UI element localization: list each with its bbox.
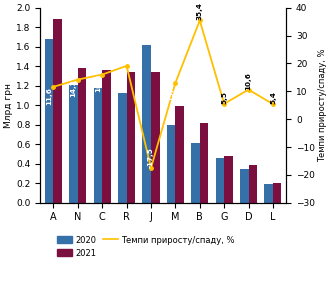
Bar <box>215 158 224 203</box>
Text: 5,4: 5,4 <box>270 91 276 104</box>
Text: 35,4: 35,4 <box>197 3 203 20</box>
Text: 5,5: 5,5 <box>221 91 227 104</box>
Темпи приросту/спаду, % <box>247 88 251 92</box>
Темпи приросту/спаду, % <box>100 73 104 76</box>
Bar <box>118 92 127 203</box>
Темпи приросту/спаду, % <box>173 81 177 85</box>
Text: 10,6: 10,6 <box>246 72 252 90</box>
Bar <box>45 39 53 203</box>
Text: 11,6: 11,6 <box>46 87 52 105</box>
Темпи приросту/спаду, % <box>198 19 202 22</box>
Темпи приросту/спаду, % <box>271 102 275 106</box>
Темпи приросту/спаду, % <box>125 64 129 68</box>
Bar <box>191 143 200 203</box>
Bar <box>151 72 160 203</box>
Y-axis label: Темпи приросту/спаду, %: Темпи приросту/спаду, % <box>318 48 327 162</box>
Bar <box>102 70 111 203</box>
Bar <box>264 184 273 203</box>
Bar <box>94 88 102 203</box>
Y-axis label: Млрд грн: Млрд грн <box>4 83 13 128</box>
Темпи приросту/спаду, % <box>76 78 80 81</box>
Темпи приросту/спаду, % <box>222 102 226 106</box>
Text: -17,5: -17,5 <box>148 147 154 168</box>
Bar <box>200 123 208 203</box>
Text: 13,0: 13,0 <box>168 83 174 101</box>
Bar <box>69 85 78 203</box>
Bar <box>273 183 281 203</box>
Bar <box>127 72 135 203</box>
Bar <box>167 125 175 203</box>
Bar <box>224 156 233 203</box>
Bar <box>175 106 184 203</box>
Bar <box>240 169 249 203</box>
Bar <box>53 19 62 203</box>
Text: 16,0: 16,0 <box>95 75 101 92</box>
Bar <box>78 68 86 203</box>
Bar <box>249 165 257 203</box>
Bar <box>142 45 151 203</box>
Text: 19,1: 19,1 <box>119 66 125 84</box>
Line: Темпи приросту/спаду, %: Темпи приросту/спаду, % <box>52 19 275 170</box>
Legend: 2020, 2021, Темпи приросту/спаду, %: 2020, 2021, Темпи приросту/спаду, % <box>54 232 238 261</box>
Темпи приросту/спаду, % <box>51 85 55 88</box>
Text: 14,2: 14,2 <box>71 79 76 97</box>
Темпи приросту/спаду, % <box>149 166 153 170</box>
